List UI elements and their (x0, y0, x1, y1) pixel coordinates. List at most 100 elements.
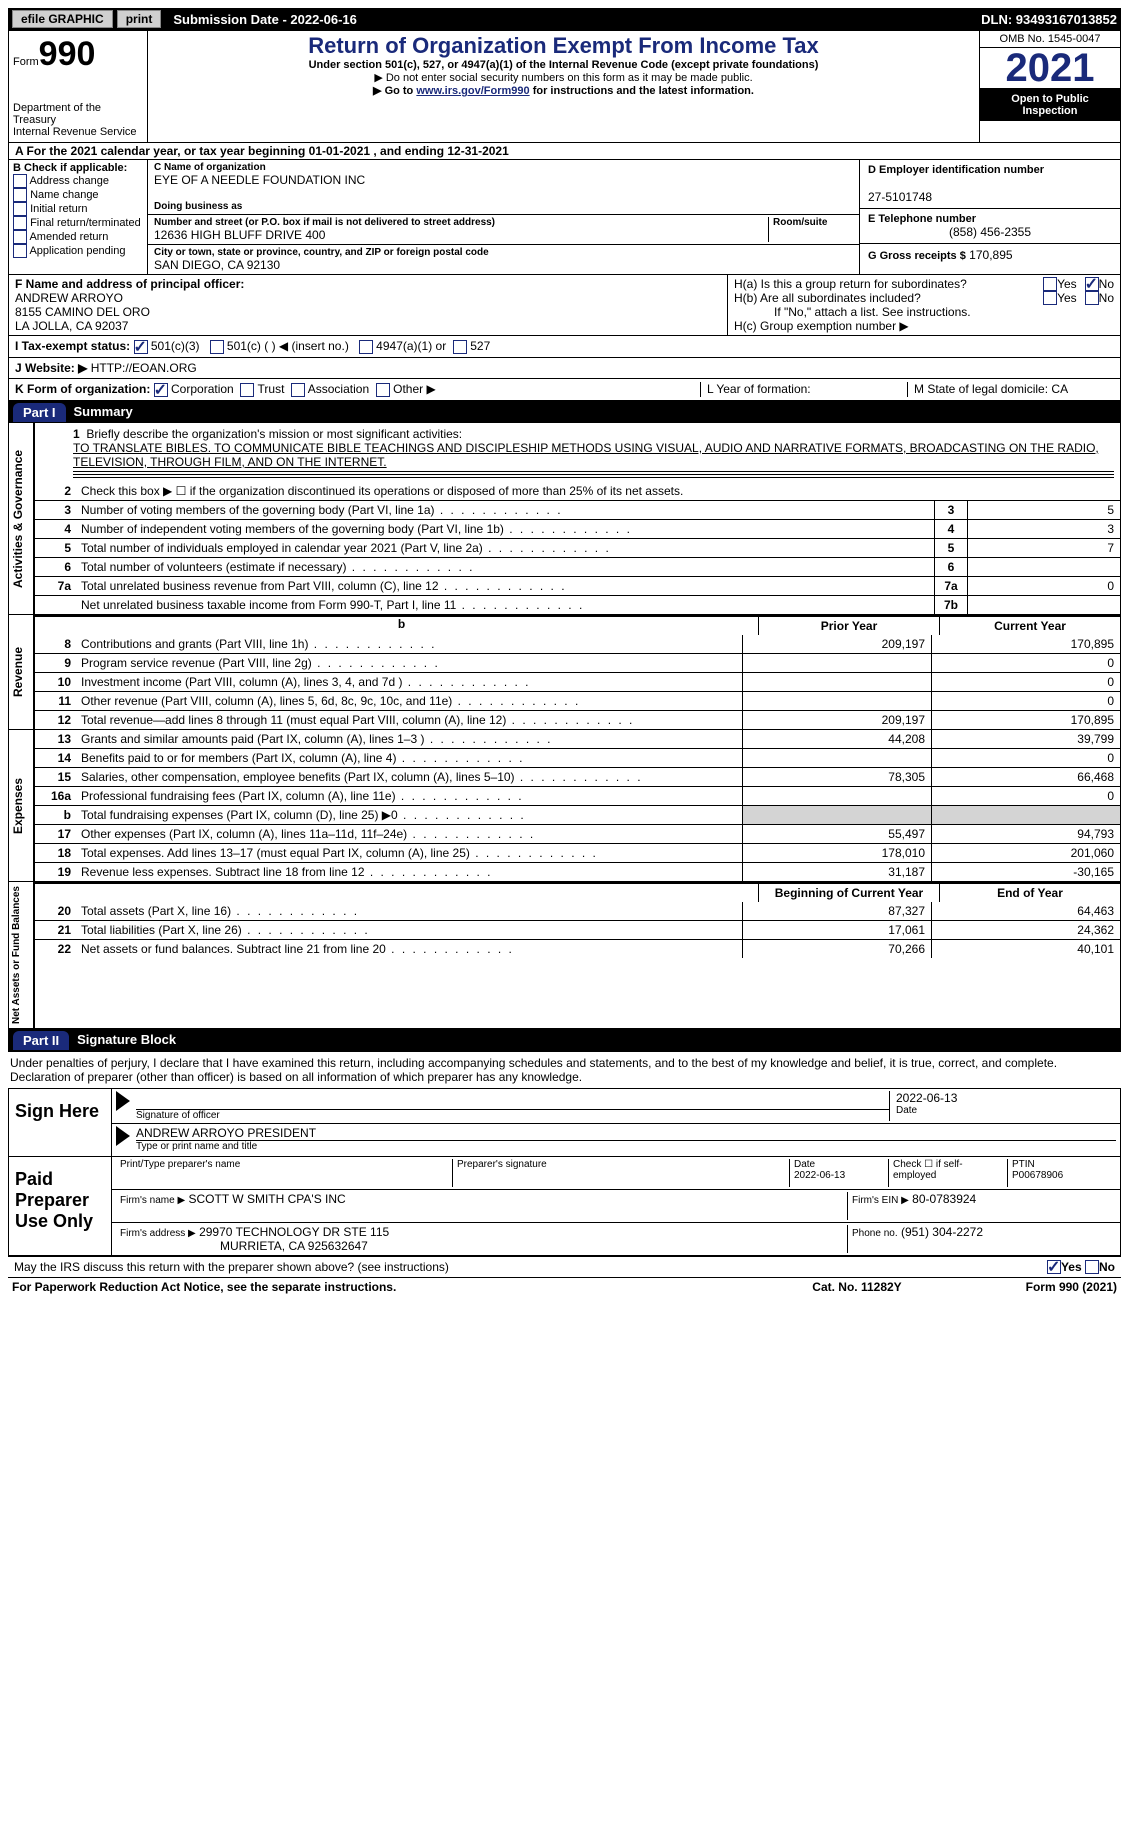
footer-catno: Cat. No. 11282Y (757, 1280, 957, 1294)
hb-label: H(b) Are all subordinates included? (734, 291, 1043, 305)
prior-year-hdr: Prior Year (758, 617, 939, 635)
footer-right: Form 990 (2021) (957, 1280, 1117, 1294)
form-990: 990 (39, 35, 96, 73)
summary-line: 2Check this box ▶ ☐ if the organization … (35, 482, 1120, 500)
arrow-icon (116, 1091, 130, 1111)
hb-yes[interactable] (1043, 291, 1057, 305)
chk-amended-return[interactable]: Amended return (13, 230, 143, 244)
summary-netassets: Net Assets or Fund Balances Beginning of… (8, 882, 1121, 1029)
dept-treasury: Department of the Treasury (13, 102, 143, 126)
mission-block: 1 Briefly describe the organization's mi… (35, 423, 1120, 482)
chk-527[interactable] (453, 340, 467, 354)
opt-501c3: 501(c)(3) (151, 339, 200, 353)
summary-line: 18Total expenses. Add lines 13–17 (must … (35, 843, 1120, 862)
summary-line: 13Grants and similar amounts paid (Part … (35, 730, 1120, 748)
chk-4947[interactable] (359, 340, 373, 354)
group-return-cell: H(a) Is this a group return for subordin… (728, 275, 1120, 335)
signature-intro: Under penalties of perjury, I declare th… (8, 1051, 1121, 1088)
opt-4947: 4947(a)(1) or (376, 339, 446, 353)
chk-amended-return-label: Amended return (29, 231, 108, 243)
col-b: B Check if applicable: Address change Na… (9, 160, 148, 274)
city-value: SAN DIEGO, CA 92130 (154, 258, 853, 272)
submission-date: Submission Date - 2022-06-16 (165, 12, 981, 27)
goto-label: ▶ Go to (373, 85, 416, 97)
ha-yes[interactable] (1043, 277, 1057, 291)
tax-exempt-label: I Tax-exempt status: (15, 339, 130, 353)
sig-date: 2022-06-13 (896, 1091, 1116, 1105)
netassets-body: Beginning of Current Year End of Year 20… (35, 882, 1120, 1028)
chk-initial-return[interactable]: Initial return (13, 202, 143, 216)
dba-label: Doing business as (154, 201, 853, 212)
website-label: J Website: ▶ (15, 361, 87, 375)
irs-link[interactable]: www.irs.gov/Form990 (416, 85, 529, 97)
summary-line: 7aTotal unrelated business revenue from … (35, 576, 1120, 595)
street-cell: Number and street (or P.O. box if mail i… (148, 215, 859, 245)
row-j: J Website: ▶ HTTP://EOAN.ORG (8, 358, 1121, 379)
chk-501c[interactable] (210, 340, 224, 354)
preparer-sig-label: Preparer's signature (453, 1159, 790, 1187)
chk-name-change[interactable]: Name change (13, 188, 143, 202)
may-irs-text: May the IRS discuss this return with the… (14, 1260, 449, 1274)
firm-name-label: Firm's name ▶ (120, 1195, 185, 1206)
revenue-colhdr: b Prior Year Current Year (35, 615, 1120, 635)
footer-left: For Paperwork Reduction Act Notice, see … (12, 1280, 757, 1294)
chk-501c3[interactable] (134, 340, 148, 354)
preparer-top-row: Print/Type preparer's name Preparer's si… (112, 1157, 1120, 1190)
hb-no[interactable] (1085, 291, 1099, 305)
summary-expenses: Expenses 13Grants and similar amounts pa… (8, 730, 1121, 882)
expenses-body: 13Grants and similar amounts paid (Part … (35, 730, 1120, 881)
submission-date-label: Submission Date - (173, 12, 290, 27)
opt-trust: Trust (258, 382, 285, 396)
state-domicile: M State of legal domicile: CA (907, 382, 1114, 397)
h-note: If "No," attach a list. See instructions… (734, 305, 1114, 319)
city-cell: City or town, state or province, country… (148, 245, 859, 274)
chk-address-change[interactable]: Address change (13, 174, 143, 188)
ein-cell: D Employer identification number 27-5101… (860, 160, 1120, 209)
chk-assoc[interactable] (291, 383, 305, 397)
summary-line: 11Other revenue (Part VIII, column (A), … (35, 691, 1120, 710)
summary-line: 17Other expenses (Part IX, column (A), l… (35, 824, 1120, 843)
chk-corp[interactable] (154, 383, 168, 397)
chk-final-return[interactable]: Final return/terminated (13, 216, 143, 230)
ha-no[interactable] (1085, 277, 1099, 291)
chk-other[interactable] (376, 383, 390, 397)
summary-revenue: Revenue b Prior Year Current Year 8Contr… (8, 615, 1121, 730)
efile-button[interactable]: efile GRAPHIC (12, 10, 113, 28)
opt-assoc: Association (308, 382, 369, 396)
ptin-value: P00678906 (1012, 1170, 1112, 1181)
form-title: Return of Organization Exempt From Incom… (154, 33, 973, 59)
sig-name-label: Type or print name and title (136, 1141, 1116, 1152)
no-label-2: No (1099, 291, 1114, 305)
summary-line: 5Total number of individuals employed in… (35, 538, 1120, 557)
mayirs-yes[interactable] (1047, 1260, 1061, 1274)
paid-preparer-right: Print/Type preparer's name Preparer's si… (112, 1157, 1120, 1255)
phone-cell: E Telephone number (858) 456-2355 (860, 209, 1120, 244)
print-button[interactable]: print (117, 10, 162, 28)
chk-app-pending[interactable]: Application pending (13, 244, 143, 258)
yes-label: Yes (1057, 277, 1077, 291)
firm-name: SCOTT W SMITH CPA'S INC (189, 1192, 346, 1206)
block-bcd: B Check if applicable: Address change Na… (8, 160, 1121, 275)
begin-year-hdr: Beginning of Current Year (758, 884, 939, 902)
summary-line: 15Salaries, other compensation, employee… (35, 767, 1120, 786)
vlabel-expenses: Expenses (9, 730, 35, 881)
website-value: HTTP://EOAN.ORG (91, 361, 197, 375)
summary-line: Net unrelated business taxable income fr… (35, 595, 1120, 614)
mission-text: TO TRANSLATE BIBLES. TO COMMUNICATE BIBL… (73, 441, 1099, 469)
col-c: C Name of organization EYE OF A NEEDLE F… (148, 160, 860, 274)
part1-title: Summary (74, 404, 133, 419)
part2-title: Signature Block (77, 1032, 176, 1047)
header-center: Return of Organization Exempt From Incom… (148, 31, 979, 142)
form-word: Form (13, 56, 39, 68)
mayirs-no[interactable] (1085, 1260, 1099, 1274)
firm-ein-label: Firm's EIN ▶ (852, 1195, 909, 1206)
paid-preparer-block: Paid Preparer Use Only Print/Type prepar… (8, 1157, 1121, 1256)
submission-date-value: 2022-06-16 (290, 12, 357, 27)
officer-label: F Name and address of principal officer: (15, 277, 244, 291)
org-name-cell: C Name of organization EYE OF A NEEDLE F… (148, 160, 859, 215)
vlabel-revenue: Revenue (9, 615, 35, 729)
chk-trust[interactable] (240, 383, 254, 397)
year-formation: L Year of formation: (700, 382, 907, 397)
opt-other: Other ▶ (393, 382, 436, 396)
irs-label: Internal Revenue Service (13, 126, 143, 138)
